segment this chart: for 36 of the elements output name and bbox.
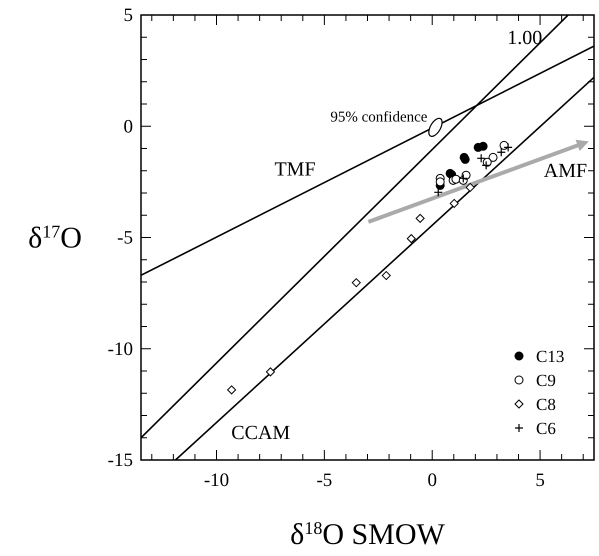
point <box>478 142 488 151</box>
point <box>450 198 459 208</box>
point <box>451 174 460 184</box>
point <box>266 367 275 376</box>
point <box>466 182 475 192</box>
point <box>496 148 506 157</box>
legend-label: C8 <box>536 395 556 414</box>
legend-label: C6 <box>536 419 556 438</box>
x-tick-label: 5 <box>535 470 545 491</box>
point <box>476 154 486 163</box>
point <box>482 160 491 170</box>
point <box>352 278 361 288</box>
y-tick-label: -5 <box>117 228 133 248</box>
annotation: AMF <box>544 160 588 182</box>
legend-label: C9 <box>536 371 556 390</box>
legend-label: C13 <box>536 347 564 366</box>
point <box>227 385 236 394</box>
point <box>436 177 445 186</box>
point <box>416 214 425 223</box>
y-tick-label: 0 <box>124 116 133 138</box>
x-tick-label: -5 <box>316 470 332 491</box>
point <box>504 142 513 152</box>
x-tick-label: -10 <box>204 470 230 491</box>
point <box>406 234 416 244</box>
y-tick-label: -15 <box>108 450 133 471</box>
y-tick-label: 5 <box>124 5 133 26</box>
y-axis-title: δ$^{17}$O <box>28 222 82 254</box>
point <box>382 271 391 280</box>
annotation: 1.00 <box>507 27 542 50</box>
point <box>488 152 498 162</box>
y-tick-label: -10 <box>108 338 133 360</box>
x-axis-title: δ$^{18}$O SMOW <box>290 518 446 551</box>
x-tick-label: 0 <box>427 470 437 491</box>
annotation: TMF <box>274 158 316 180</box>
annotation: 95% confidence <box>330 109 428 126</box>
annotation: CCAM <box>231 422 290 444</box>
